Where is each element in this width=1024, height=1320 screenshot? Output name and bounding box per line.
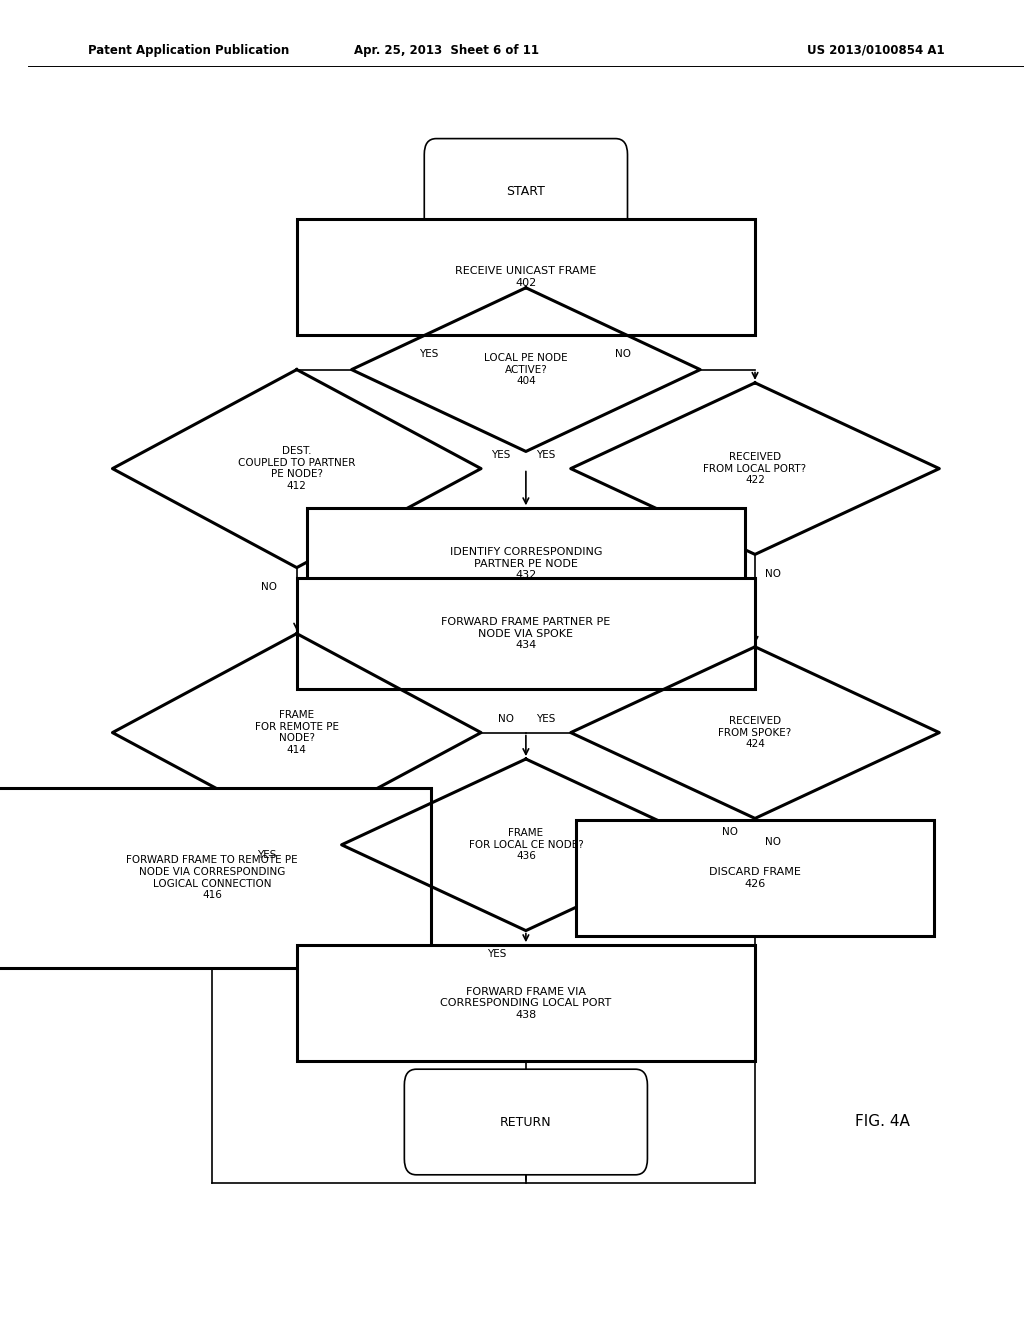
Polygon shape [570, 383, 939, 554]
Text: IDENTIFY CORRESPONDING
PARTNER PE NODE
432: IDENTIFY CORRESPONDING PARTNER PE NODE 4… [450, 546, 602, 581]
Text: DEST.
COUPLED TO PARTNER
PE NODE?
412: DEST. COUPLED TO PARTNER PE NODE? 412 [238, 446, 355, 491]
Text: LOCAL PE NODE
ACTIVE?
404: LOCAL PE NODE ACTIVE? 404 [484, 352, 567, 387]
Text: NO: NO [722, 826, 738, 837]
Text: FORWARD FRAME PARTNER PE
NODE VIA SPOKE
434: FORWARD FRAME PARTNER PE NODE VIA SPOKE … [441, 616, 610, 651]
Text: NO: NO [261, 582, 276, 593]
Text: YES: YES [257, 850, 276, 861]
Text: YES: YES [537, 450, 555, 461]
Polygon shape [351, 288, 700, 451]
FancyBboxPatch shape [424, 139, 628, 244]
Text: NO: NO [765, 837, 781, 847]
Text: YES: YES [419, 348, 438, 359]
Text: START: START [507, 185, 546, 198]
Text: NO: NO [765, 569, 781, 579]
Polygon shape [113, 370, 481, 568]
Text: FRAME
FOR LOCAL CE NODE?
436: FRAME FOR LOCAL CE NODE? 436 [469, 828, 584, 862]
Text: RETURN: RETURN [500, 1115, 552, 1129]
Bar [307, 508, 745, 619]
Bar [297, 945, 755, 1061]
Polygon shape [570, 647, 939, 818]
Text: FORWARD FRAME VIA
CORRESPONDING LOCAL PORT
438: FORWARD FRAME VIA CORRESPONDING LOCAL PO… [440, 986, 611, 1020]
Text: US 2013/0100854 A1: US 2013/0100854 A1 [807, 44, 944, 57]
Text: DISCARD FRAME
426: DISCARD FRAME 426 [709, 867, 801, 888]
Text: RECEIVE UNICAST FRAME
402: RECEIVE UNICAST FRAME 402 [456, 267, 597, 288]
Bar [297, 578, 755, 689]
Bar [0, 788, 431, 968]
Text: Apr. 25, 2013  Sheet 6 of 11: Apr. 25, 2013 Sheet 6 of 11 [353, 44, 539, 57]
Text: YES: YES [486, 949, 506, 960]
Text: NO: NO [498, 714, 514, 725]
Text: FORWARD FRAME TO REMOTE PE
NODE VIA CORRESPONDING
LOGICAL CONNECTION
416: FORWARD FRAME TO REMOTE PE NODE VIA CORR… [126, 855, 298, 900]
Text: RECEIVED
FROM LOCAL PORT?
422: RECEIVED FROM LOCAL PORT? 422 [703, 451, 807, 486]
Bar [297, 219, 755, 335]
FancyBboxPatch shape [404, 1069, 647, 1175]
Text: YES: YES [492, 450, 511, 461]
Text: Patent Application Publication: Patent Application Publication [87, 44, 289, 57]
Text: FRAME
FOR REMOTE PE
NODE?
414: FRAME FOR REMOTE PE NODE? 414 [255, 710, 339, 755]
Text: FIG. 4A: FIG. 4A [855, 1114, 909, 1130]
Polygon shape [342, 759, 711, 931]
Polygon shape [113, 634, 481, 832]
Text: NO: NO [615, 348, 631, 359]
Text: YES: YES [537, 714, 555, 725]
Text: RECEIVED
FROM SPOKE?
424: RECEIVED FROM SPOKE? 424 [719, 715, 792, 750]
Bar [575, 820, 934, 936]
